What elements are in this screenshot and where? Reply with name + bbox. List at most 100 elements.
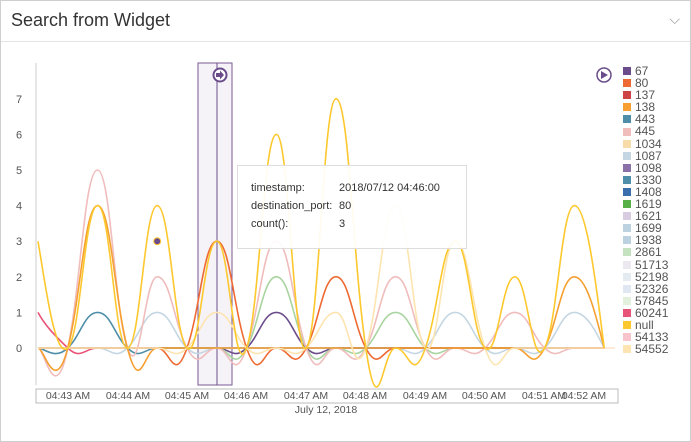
x-tick-label: 04:47 AM bbox=[284, 390, 328, 402]
x-tick-label: 04:48 AM bbox=[343, 390, 387, 402]
legend-label: 1938 bbox=[635, 233, 662, 248]
tooltip-label: destination_port: bbox=[251, 200, 333, 212]
tooltip-value: 2018/07/12 04:46:00 bbox=[339, 182, 440, 194]
legend-item[interactable]: 1330 bbox=[623, 174, 668, 186]
legend-label: 443 bbox=[635, 112, 656, 127]
legend-item[interactable]: 51713 bbox=[623, 257, 669, 272]
y-tick-label: 3 bbox=[16, 236, 22, 248]
legend-label: 52326 bbox=[635, 281, 669, 296]
tooltip: timestamp: 2018/07/12 04:46:00 destinati… bbox=[237, 165, 467, 249]
legend-swatch bbox=[623, 333, 631, 342]
y-tick-label: 6 bbox=[16, 129, 22, 141]
y-tick-label: 5 bbox=[16, 165, 22, 177]
legend-item[interactable]: 1087 bbox=[623, 150, 668, 162]
legend-swatch bbox=[623, 284, 631, 293]
tooltip-label: count(): bbox=[251, 218, 289, 230]
selection-band[interactable] bbox=[197, 62, 233, 386]
legend-label: null bbox=[635, 317, 654, 332]
legend-item[interactable]: 57845 bbox=[623, 295, 668, 307]
series-line-445[interactable] bbox=[37, 169, 605, 377]
legend-item[interactable]: 138 bbox=[623, 101, 668, 113]
x-axis-label: July 12, 2018 bbox=[295, 404, 358, 416]
legend-label: 1087 bbox=[635, 148, 662, 163]
series-line-2861[interactable] bbox=[37, 275, 605, 360]
legend-item[interactable]: 1034 bbox=[623, 136, 668, 151]
legend-item[interactable]: 52198 bbox=[623, 269, 669, 284]
y-tick-label: 2 bbox=[16, 272, 22, 284]
legend-swatch bbox=[623, 175, 631, 184]
legend-label: 1330 bbox=[635, 172, 662, 187]
series-line-54552[interactable] bbox=[37, 204, 605, 366]
legend-item[interactable]: 60241 bbox=[623, 307, 668, 319]
legend-item[interactable]: 1408 bbox=[623, 186, 668, 198]
legend-swatch bbox=[623, 272, 631, 281]
x-tick-label: 04:44 AM bbox=[106, 390, 150, 402]
y-tick-label: 7 bbox=[16, 94, 22, 106]
legend-swatch bbox=[623, 296, 631, 305]
series-line-80[interactable] bbox=[37, 240, 605, 366]
legend-label: 1621 bbox=[635, 209, 662, 224]
tooltip-label: timestamp: bbox=[251, 182, 305, 194]
legend-swatch bbox=[623, 236, 631, 245]
legend-swatch bbox=[623, 212, 631, 221]
legend-swatch bbox=[623, 187, 631, 196]
legend-label: 60241 bbox=[635, 305, 669, 320]
legend-label: 1098 bbox=[635, 160, 662, 175]
legend-swatch bbox=[623, 127, 631, 136]
legend-label: 52198 bbox=[635, 269, 669, 284]
widget-header: Search from Widget ⌵ bbox=[1, 1, 690, 42]
legend-item[interactable]: 1621 bbox=[623, 210, 668, 222]
x-tick-label: 04:52 AM bbox=[562, 390, 606, 402]
legend-item[interactable]: 52326 bbox=[623, 283, 668, 295]
legend-label: 1699 bbox=[635, 221, 662, 236]
legend-item[interactable]: 67 bbox=[623, 65, 668, 77]
legend-label: 80 bbox=[635, 76, 649, 91]
legend-swatch bbox=[623, 345, 631, 354]
legend-label: 51713 bbox=[635, 257, 669, 272]
legend-item[interactable]: 1938 bbox=[623, 234, 668, 246]
x-axis-scrollbar[interactable] bbox=[35, 388, 619, 404]
legend-item[interactable]: 443 bbox=[623, 113, 668, 125]
legend-swatch bbox=[623, 91, 631, 100]
x-tick-label: 04:43 AM bbox=[46, 390, 90, 402]
legend-item[interactable]: 2861 bbox=[623, 246, 668, 259]
legend-item[interactable]: 1619 bbox=[623, 198, 668, 210]
legend-label: 1619 bbox=[635, 197, 662, 212]
legend-swatch bbox=[623, 139, 631, 148]
legend-swatch bbox=[623, 163, 631, 172]
legend-item[interactable]: 137 bbox=[623, 89, 668, 101]
x-tick-label: 04:46 AM bbox=[224, 390, 268, 402]
play-triangle-icon bbox=[601, 71, 608, 79]
legend-label: 1034 bbox=[635, 136, 662, 151]
y-tick-label: 1 bbox=[16, 307, 22, 319]
highlight-point[interactable] bbox=[153, 237, 162, 246]
legend-label: 54133 bbox=[635, 330, 669, 345]
legend-item[interactable]: 54133 bbox=[623, 331, 668, 343]
legend-swatch bbox=[623, 260, 631, 269]
legend-label: 54552 bbox=[635, 342, 669, 357]
legend-swatch bbox=[623, 248, 631, 257]
widget-title: Search from Widget bbox=[11, 10, 171, 30]
legend-label: 1408 bbox=[635, 184, 662, 199]
y-tick-label: 0 bbox=[16, 343, 22, 355]
legend-swatch bbox=[623, 321, 631, 330]
legend-item[interactable]: null bbox=[623, 319, 668, 331]
legend-item[interactable]: 54552 bbox=[623, 343, 668, 355]
legend-label: 67 bbox=[635, 64, 649, 78]
legend-item[interactable]: 1098 bbox=[623, 162, 668, 174]
series-line-null[interactable] bbox=[37, 97, 605, 388]
chevron-down-icon[interactable]: ⌵ bbox=[669, 11, 680, 27]
tooltip-value: 3 bbox=[339, 218, 346, 230]
y-tick-label: 4 bbox=[16, 201, 22, 213]
legend-item[interactable]: 80 bbox=[623, 77, 668, 89]
legend-item[interactable]: 445 bbox=[623, 125, 668, 138]
legend-label: 137 bbox=[635, 88, 656, 103]
legend-swatch bbox=[623, 200, 631, 209]
tooltip-value: 80 bbox=[339, 200, 352, 212]
legend-item[interactable]: 1699 bbox=[623, 222, 668, 234]
legend-swatch bbox=[623, 224, 631, 233]
legend-swatch bbox=[623, 103, 631, 112]
x-tick-label: 04:50 AM bbox=[462, 390, 506, 402]
